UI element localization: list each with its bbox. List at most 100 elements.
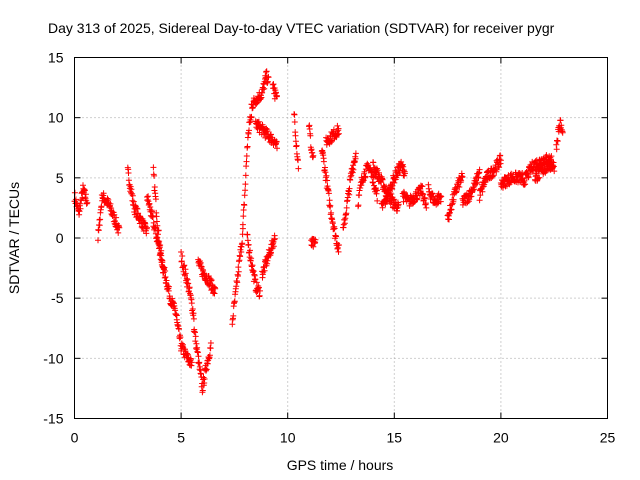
data-point [166, 283, 172, 290]
data-point [396, 169, 403, 176]
data-point [84, 199, 91, 206]
data-point [192, 329, 198, 336]
data-point [155, 227, 162, 234]
data-point [273, 138, 280, 145]
data-point [395, 201, 402, 208]
data-point [293, 142, 300, 149]
data-point [130, 198, 137, 205]
data-point [358, 182, 365, 189]
data-point [190, 310, 197, 317]
data-point [212, 285, 219, 292]
data-point [240, 213, 247, 220]
data-point [192, 333, 199, 340]
data-point [271, 235, 278, 242]
data-point [238, 249, 245, 255]
data-point [98, 203, 105, 210]
data-point [370, 159, 377, 166]
data-point [82, 191, 89, 198]
data-point [400, 163, 407, 170]
data-point [471, 186, 478, 193]
data-point [295, 165, 302, 172]
data-point [468, 193, 475, 200]
data-point [81, 187, 88, 194]
y-tick-label: 10 [48, 110, 64, 126]
data-point [113, 214, 120, 221]
data-point [184, 351, 191, 358]
data-point [77, 205, 84, 212]
data-point [402, 170, 408, 177]
data-point [239, 221, 246, 228]
data-point [350, 166, 357, 173]
data-point [186, 284, 193, 291]
data-point [163, 277, 170, 284]
data-point [291, 111, 298, 118]
data-point [153, 213, 160, 220]
data-point [330, 126, 337, 133]
data-point [146, 200, 153, 207]
data-point [476, 197, 483, 204]
data-point [343, 204, 350, 211]
data-point [96, 222, 103, 229]
x-axis-label: GPS time / hours [287, 457, 394, 473]
data-point [419, 183, 426, 190]
data-point [522, 181, 529, 188]
data-point [331, 225, 338, 232]
y-tick-label: 0 [56, 230, 64, 246]
data-point [79, 195, 86, 201]
data-point [527, 171, 533, 177]
data-point [188, 300, 195, 307]
data-point [233, 283, 240, 290]
data-point [194, 349, 201, 356]
data-point [548, 153, 555, 160]
data-point [244, 231, 251, 238]
data-point [242, 181, 249, 188]
data-point [553, 146, 560, 153]
data-point [250, 268, 257, 275]
data-point [149, 208, 155, 215]
data-point [349, 169, 356, 176]
data-point [346, 191, 353, 198]
y-tick-label: 15 [48, 50, 64, 66]
data-point [189, 306, 196, 312]
x-tick-labels: 0 5 10 15 20 25 [71, 430, 616, 446]
data-point [162, 268, 169, 274]
data-point [193, 340, 200, 347]
data-point [177, 334, 184, 341]
data-point [450, 196, 457, 203]
data-point [151, 172, 158, 179]
data-point [536, 174, 543, 181]
data-point [446, 216, 452, 223]
data-point [242, 187, 249, 194]
data-point [263, 68, 270, 75]
data-point [295, 157, 301, 164]
data-point [249, 262, 256, 269]
data-point [312, 236, 319, 243]
y-tick-label: -15 [43, 411, 63, 427]
data-point [190, 315, 197, 322]
data-point [210, 289, 217, 296]
data-point [244, 143, 251, 150]
data-point [365, 162, 372, 169]
data-point [206, 352, 213, 359]
data-point [145, 193, 152, 200]
data-point [335, 248, 342, 255]
data-point [161, 264, 168, 271]
data-point [150, 219, 157, 226]
data-point [346, 185, 353, 192]
data-point [274, 145, 280, 152]
data-point [335, 130, 342, 137]
data-point [352, 150, 359, 157]
data-point [348, 172, 355, 179]
x-tick-label: 25 [600, 430, 616, 446]
data-point [292, 132, 299, 139]
y-axis-label: SDTVAR / TECUs [6, 182, 22, 294]
x-tick-label: 10 [280, 430, 296, 446]
data-point [199, 387, 206, 394]
data-point [76, 208, 83, 215]
data-point [477, 192, 484, 199]
data-point [438, 193, 445, 200]
data-point [423, 204, 430, 211]
data-point [208, 277, 215, 284]
data-point [152, 196, 159, 203]
